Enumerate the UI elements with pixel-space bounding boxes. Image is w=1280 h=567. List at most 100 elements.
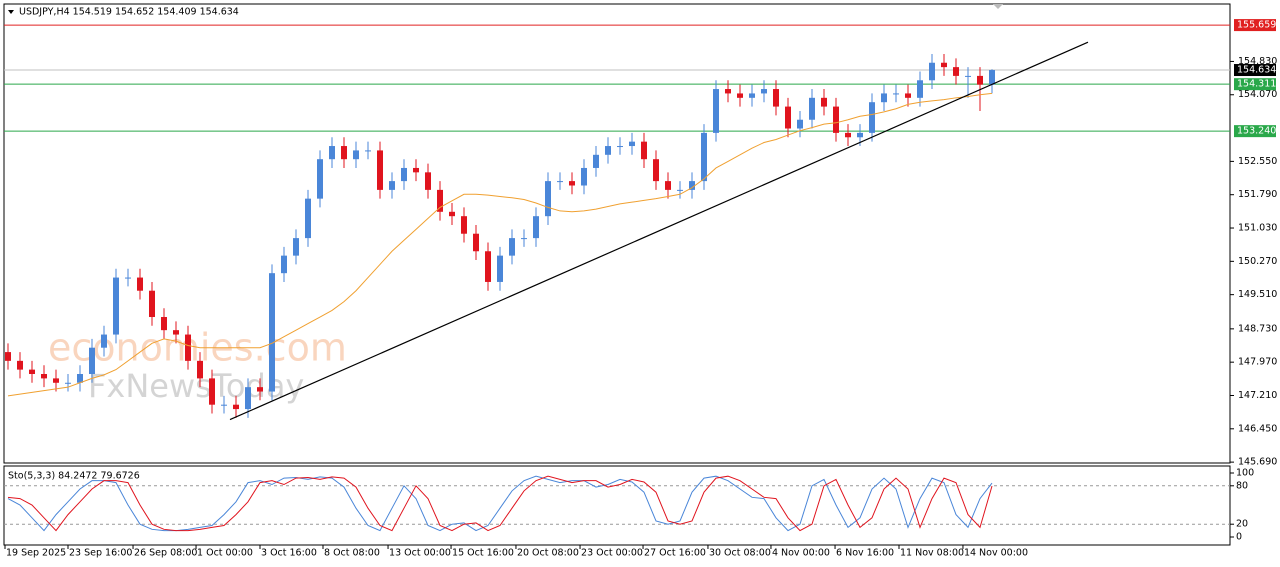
y-tick-label: 154.830 bbox=[1238, 56, 1277, 67]
candle-body bbox=[401, 167, 407, 182]
candle-body bbox=[869, 102, 875, 133]
y-tick-label: 0 bbox=[1236, 532, 1242, 543]
price-tag-label: 154.634 bbox=[1237, 65, 1276, 76]
candle-body bbox=[989, 70, 995, 85]
candle-body bbox=[257, 387, 263, 392]
candle-body bbox=[305, 198, 311, 239]
y-tick-label: 149.510 bbox=[1238, 289, 1277, 300]
candle-body bbox=[365, 150, 371, 152]
candle-body bbox=[845, 132, 851, 138]
candle-body bbox=[89, 347, 95, 375]
candle-body bbox=[497, 255, 503, 282]
y-tick-label: 146.450 bbox=[1238, 423, 1277, 434]
candle-body bbox=[521, 238, 527, 240]
candle-body bbox=[629, 141, 635, 147]
candle-body bbox=[5, 352, 11, 361]
candle-body bbox=[725, 89, 731, 94]
candle-body bbox=[233, 404, 239, 410]
candle-body bbox=[701, 132, 707, 182]
candle-body bbox=[833, 106, 839, 133]
candle-body bbox=[977, 75, 983, 85]
candle-body bbox=[881, 93, 887, 103]
x-tick-label: 14 Nov 00:00 bbox=[964, 548, 1028, 559]
candle-body bbox=[533, 216, 539, 239]
symbol-header: USDJPY,H4 154.519 154.652 154.409 154.63… bbox=[19, 7, 239, 18]
candle-body bbox=[953, 67, 959, 76]
candle-body bbox=[941, 62, 947, 68]
main-frame bbox=[3, 3, 1231, 464]
candle-body bbox=[413, 167, 419, 173]
candle-body bbox=[161, 317, 167, 331]
candle-body bbox=[353, 150, 359, 160]
x-tick-label: 6 Nov 16:00 bbox=[836, 548, 894, 559]
candle-body bbox=[137, 277, 143, 291]
x-tick-label: 19 Sep 2025 bbox=[6, 548, 66, 559]
candle-body bbox=[125, 277, 131, 279]
candle-body bbox=[689, 181, 695, 190]
x-tick-label: 26 Sep 08:00 bbox=[134, 548, 197, 559]
candle-body bbox=[461, 216, 467, 234]
candle-body bbox=[605, 146, 611, 155]
candle-body bbox=[245, 387, 251, 410]
price-tag bbox=[1234, 125, 1276, 138]
stoch-frame bbox=[3, 465, 1231, 546]
candle-body bbox=[449, 211, 455, 217]
candle-body bbox=[905, 93, 911, 98]
candle-body bbox=[761, 89, 767, 94]
candle-body bbox=[737, 93, 743, 98]
candle-body bbox=[593, 154, 599, 168]
x-tick-label: 15 Oct 16:00 bbox=[452, 548, 514, 559]
x-tick-label: 8 Oct 08:00 bbox=[324, 548, 380, 559]
candle-body bbox=[749, 93, 755, 98]
candle-body bbox=[17, 360, 23, 370]
candle-body bbox=[929, 62, 935, 81]
candle-body bbox=[617, 146, 623, 148]
y-tick-label: 150.270 bbox=[1238, 256, 1277, 267]
candle-body bbox=[677, 189, 683, 191]
x-tick-label: 4 Nov 00:00 bbox=[772, 548, 830, 559]
watermark: FxNewsToday bbox=[88, 367, 304, 405]
candle-body bbox=[293, 238, 299, 256]
y-tick-label: 145.690 bbox=[1238, 457, 1277, 468]
x-tick-label: 11 Nov 08:00 bbox=[900, 548, 964, 559]
y-tick-label: 152.550 bbox=[1238, 156, 1277, 167]
candle-body bbox=[221, 404, 227, 406]
candle-body bbox=[149, 290, 155, 318]
candle-body bbox=[473, 233, 479, 252]
y-tick-label: 80 bbox=[1236, 480, 1248, 491]
y-tick-label: 151.790 bbox=[1238, 189, 1277, 200]
candle-body bbox=[713, 89, 719, 133]
candle-body bbox=[377, 150, 383, 190]
trendline bbox=[229, 41, 1089, 421]
price-tag-label: 155.659 bbox=[1237, 20, 1276, 31]
candle-body bbox=[113, 277, 119, 335]
candle-body bbox=[29, 369, 35, 375]
stoch-line bbox=[7, 475, 993, 532]
y-tick-label: 151.030 bbox=[1238, 223, 1277, 234]
candle-body bbox=[581, 167, 587, 186]
candle-body bbox=[209, 378, 215, 405]
candle-body bbox=[53, 378, 59, 383]
x-tick-label: 30 Oct 08:00 bbox=[709, 548, 771, 559]
candle-body bbox=[893, 93, 899, 95]
candle-body bbox=[509, 238, 515, 256]
candle-body bbox=[329, 146, 335, 160]
x-tick-label: 23 Oct 00:00 bbox=[581, 548, 643, 559]
y-tick-label: 100 bbox=[1236, 468, 1254, 479]
menu-arrow[interactable] bbox=[8, 10, 14, 14]
candle-body bbox=[281, 255, 287, 274]
candle-body bbox=[437, 189, 443, 212]
candle-body bbox=[965, 75, 971, 77]
x-tick-label: 20 Oct 08:00 bbox=[517, 548, 579, 559]
candle-body bbox=[917, 80, 923, 98]
candle-body bbox=[641, 141, 647, 160]
candle-body bbox=[77, 374, 83, 383]
price-tag bbox=[1234, 78, 1276, 91]
candle-body bbox=[665, 181, 671, 190]
candle-body bbox=[785, 106, 791, 129]
candle-body bbox=[41, 374, 47, 379]
candle-body bbox=[557, 181, 563, 183]
y-tick-label: 147.970 bbox=[1238, 357, 1277, 368]
candle-body bbox=[569, 181, 575, 186]
indicator-title: Sto(5,3,3) 84.2472 79.6726 bbox=[8, 471, 140, 482]
